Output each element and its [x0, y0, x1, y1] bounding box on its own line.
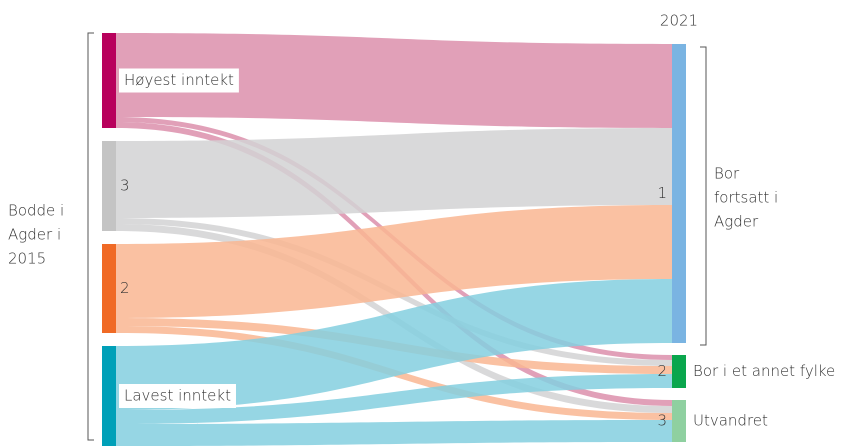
node-label: Høyest inntekt — [124, 71, 234, 89]
node — [102, 244, 116, 333]
node-label: 1 — [657, 184, 667, 202]
left-label: Bodde i — [8, 202, 64, 220]
link — [116, 279, 672, 410]
node-label: 2 — [657, 362, 667, 380]
right-label: Agder — [714, 213, 759, 231]
node — [102, 33, 116, 128]
node-label: 3 — [120, 177, 130, 195]
node-note: Utvandret — [693, 412, 768, 430]
header: 2021 — [660, 12, 698, 30]
node-label: 3 — [657, 412, 667, 430]
node — [102, 346, 116, 446]
left-label: 2015 — [8, 250, 46, 268]
link — [116, 420, 672, 446]
label-box — [119, 68, 239, 93]
node-note: Bor i et annet fylke — [693, 362, 835, 380]
node-label: 2 — [120, 279, 130, 297]
link — [116, 128, 672, 218]
right-label: Bor — [714, 165, 740, 183]
link — [116, 33, 672, 128]
left-bracket — [87, 32, 94, 441]
node — [672, 400, 686, 442]
nodes: Høyest inntekt 3 2 Lavest inntekt 1 2 Bor i et… — [102, 33, 835, 446]
links — [116, 33, 672, 446]
node — [672, 355, 686, 388]
right-label: fortsatt i — [714, 189, 778, 207]
node — [102, 141, 116, 231]
right-bracket — [700, 46, 707, 346]
label-box — [119, 384, 236, 408]
node — [672, 44, 686, 343]
left-label: Agder i — [8, 226, 61, 244]
link — [116, 205, 672, 318]
link — [116, 374, 672, 424]
node-label: Lavest inntekt — [124, 387, 231, 405]
